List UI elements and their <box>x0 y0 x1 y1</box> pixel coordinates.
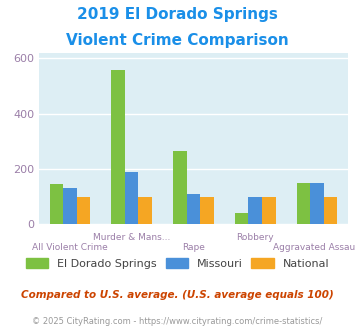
Bar <box>125 172 138 224</box>
Text: 2019 El Dorado Springs: 2019 El Dorado Springs <box>77 7 278 21</box>
Bar <box>173 151 187 224</box>
Text: Rape: Rape <box>182 243 205 251</box>
Bar <box>138 197 152 224</box>
Bar <box>187 194 200 224</box>
Text: Compared to U.S. average. (U.S. average equals 100): Compared to U.S. average. (U.S. average … <box>21 290 334 300</box>
Bar <box>111 70 125 224</box>
Text: All Violent Crime: All Violent Crime <box>32 243 108 251</box>
Text: Violent Crime Comparison: Violent Crime Comparison <box>66 33 289 48</box>
Bar <box>310 183 324 224</box>
Bar <box>77 197 90 224</box>
Bar <box>248 197 262 224</box>
Bar <box>324 197 337 224</box>
Bar <box>63 187 77 224</box>
Bar <box>50 184 63 224</box>
Text: © 2025 CityRating.com - https://www.cityrating.com/crime-statistics/: © 2025 CityRating.com - https://www.city… <box>32 317 323 326</box>
Bar <box>262 197 275 224</box>
Text: Aggravated Assault: Aggravated Assault <box>273 243 355 251</box>
Text: Murder & Mans...: Murder & Mans... <box>93 233 170 242</box>
Bar <box>200 197 214 224</box>
Bar <box>297 183 310 224</box>
Legend: El Dorado Springs, Missouri, National: El Dorado Springs, Missouri, National <box>21 253 334 273</box>
Text: Robbery: Robbery <box>236 233 274 242</box>
Bar <box>235 213 248 224</box>
